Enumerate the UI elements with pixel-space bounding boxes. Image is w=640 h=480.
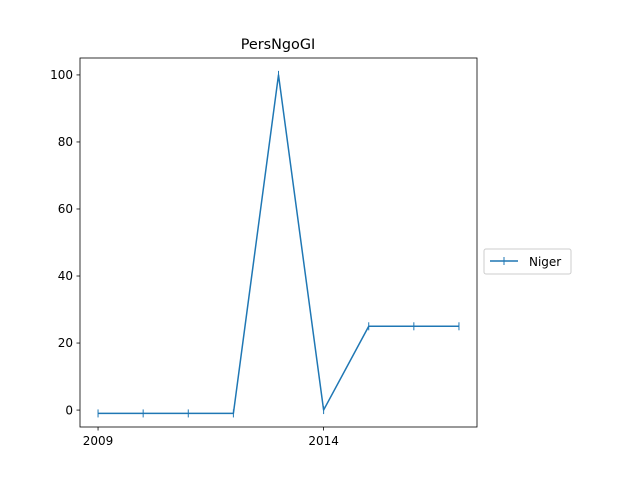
y-tick-label: 100 (50, 68, 73, 82)
legend: Niger (483, 248, 572, 275)
series-layer (97, 70, 460, 418)
y-tick-label: 60 (58, 202, 73, 216)
x-tick-label: 2014 (308, 434, 339, 448)
legend-label: Niger (529, 255, 561, 269)
y-axis: 0 20 40 60 80 100 (50, 68, 80, 417)
plot-area (79, 57, 478, 428)
series-line-niger (98, 74, 459, 415)
y-tick-label: 20 (58, 336, 73, 350)
chart-title: PersNgoGI (241, 37, 316, 53)
y-tick-label: 80 (58, 135, 73, 149)
x-tick-label: 2009 (83, 434, 114, 448)
x-axis: 2009 2014 (83, 427, 339, 448)
legend-box (483, 248, 572, 275)
y-tick-label: 40 (58, 269, 73, 283)
plot-frame (79, 57, 478, 428)
y-tick-label: 0 (65, 403, 73, 417)
